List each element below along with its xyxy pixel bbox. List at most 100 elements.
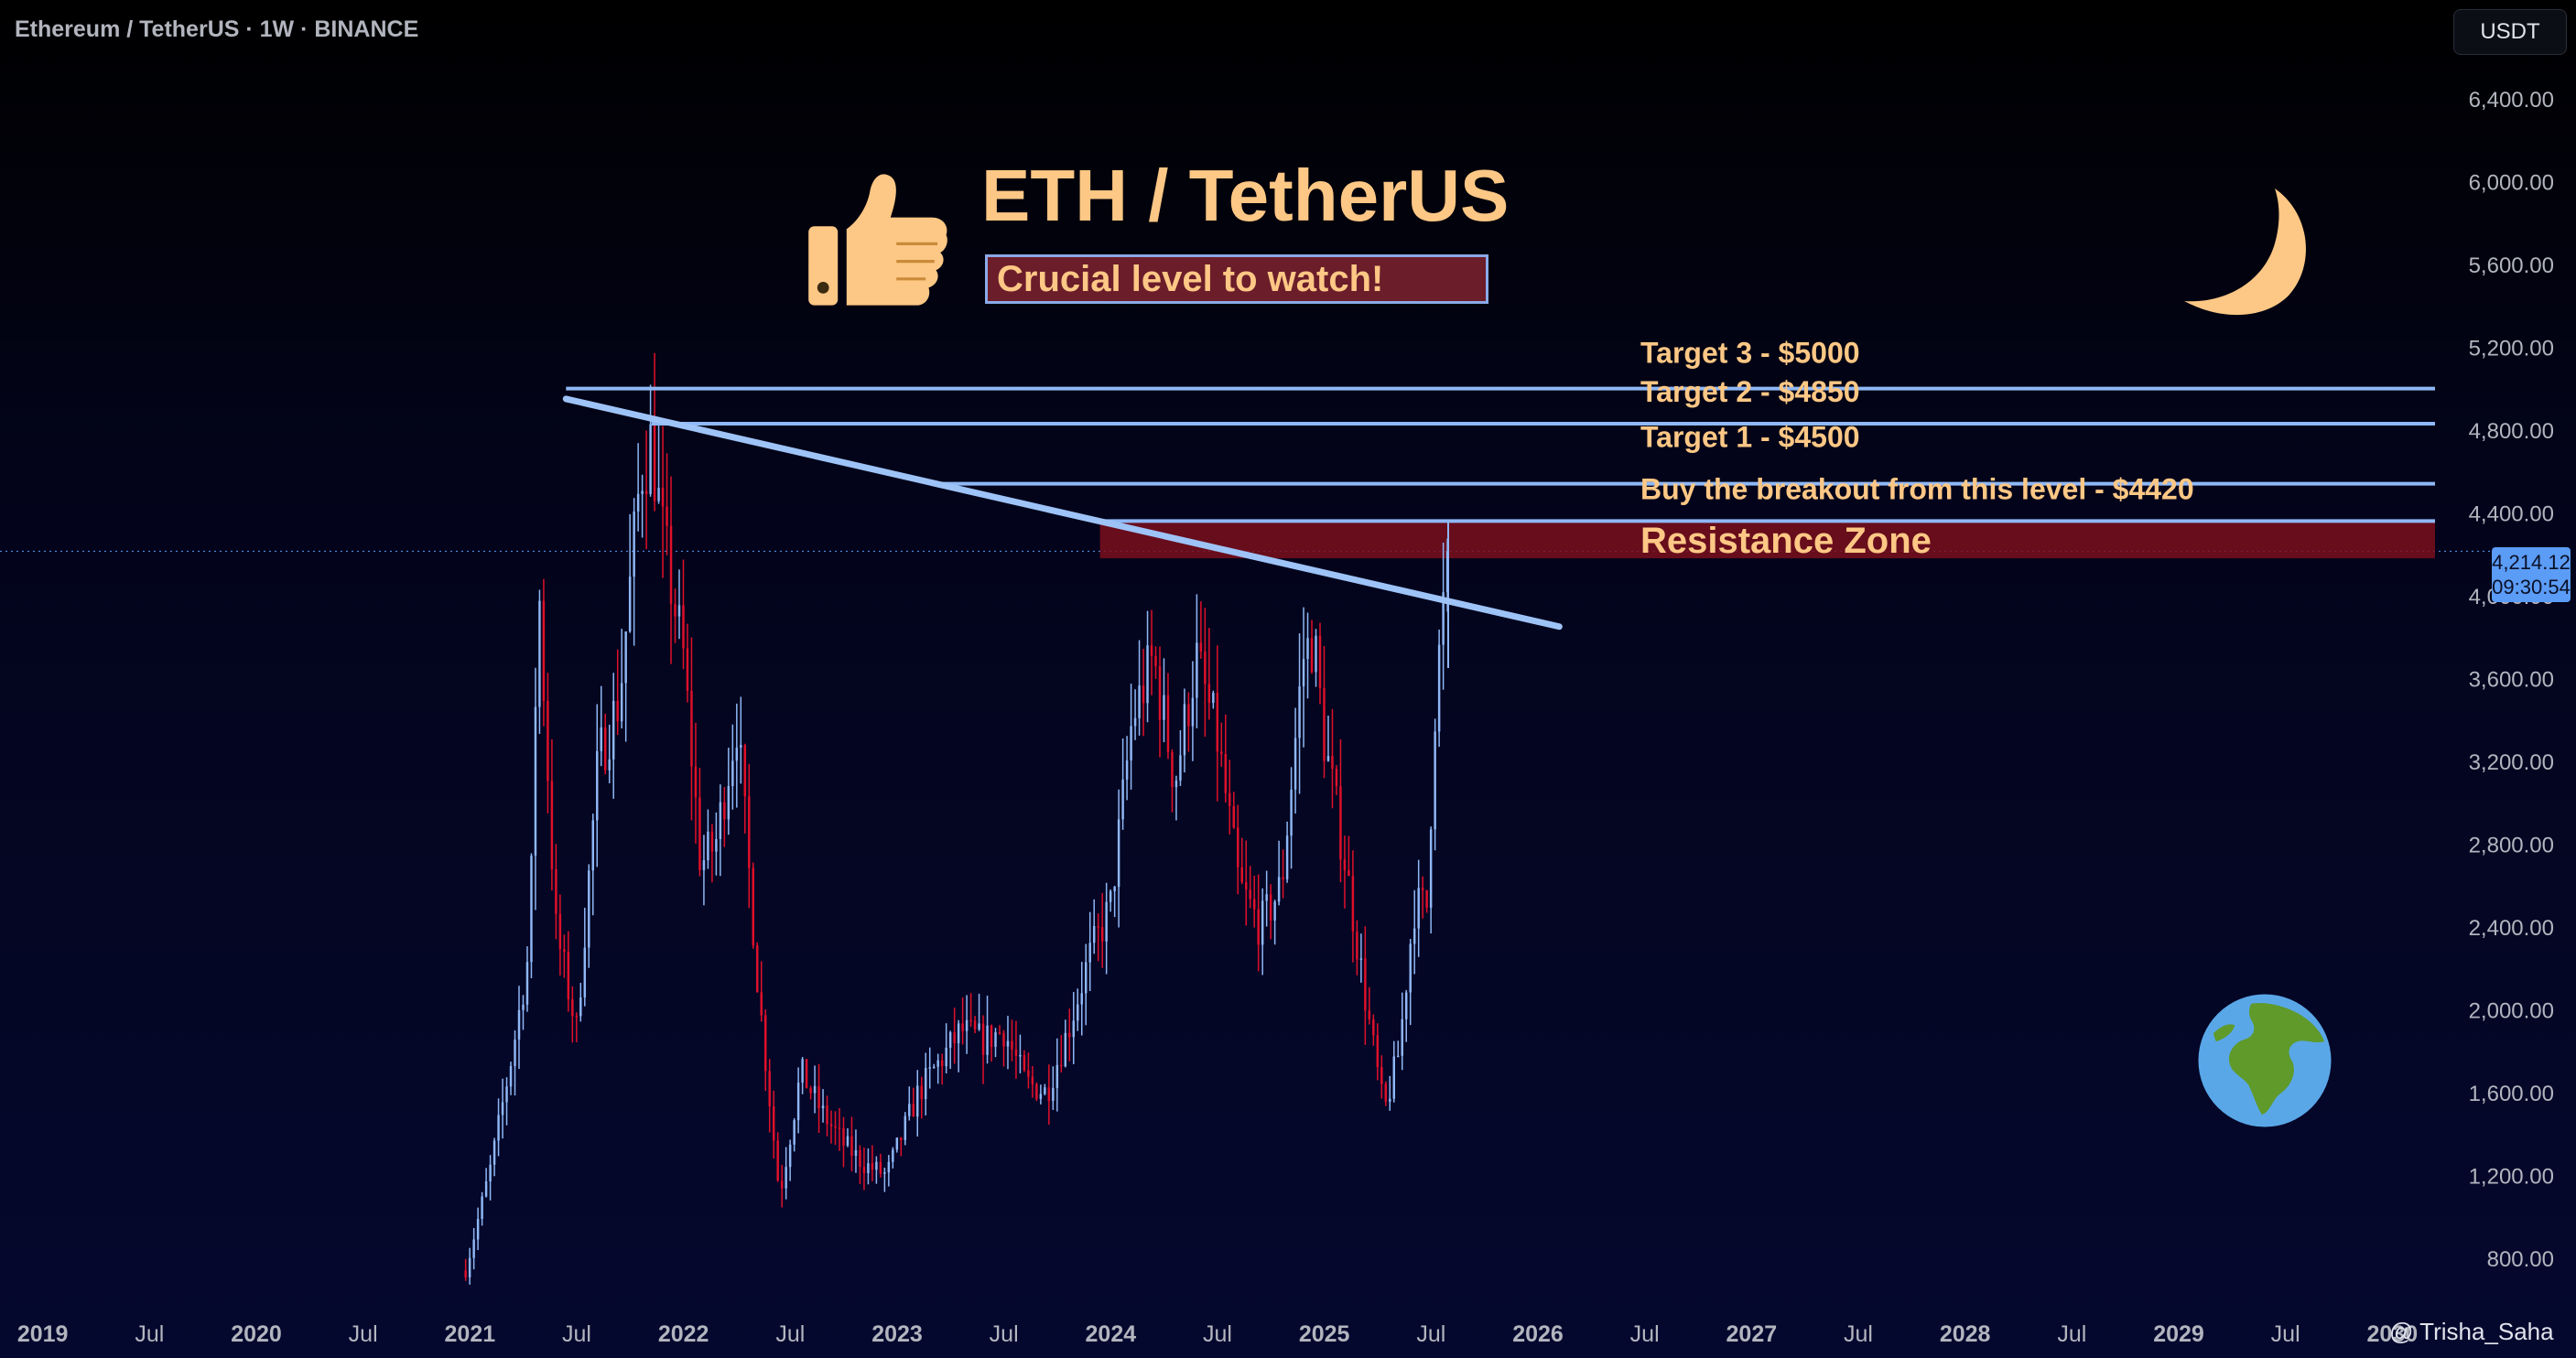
- candle-body: [785, 1167, 787, 1189]
- candle-body: [1397, 1055, 1400, 1058]
- candle-body: [476, 1218, 480, 1240]
- currency-button[interactable]: USDT: [2453, 9, 2567, 55]
- candle-body: [1130, 726, 1132, 761]
- candle-body: [612, 700, 615, 760]
- candle-body: [641, 490, 644, 494]
- candle-body: [1220, 751, 1223, 754]
- candle-body: [740, 745, 742, 748]
- x-tick-label: 2026: [1512, 1321, 1564, 1347]
- x-tick-label: 2022: [658, 1321, 709, 1347]
- candle-body: [707, 831, 709, 861]
- level-label: Target 2 - $4850: [1640, 375, 1860, 408]
- candle-body: [501, 1102, 504, 1116]
- candle-body: [821, 1105, 825, 1109]
- candle-body: [1109, 890, 1112, 902]
- x-tick-label: Jul: [562, 1321, 591, 1347]
- candle-body: [1023, 1054, 1026, 1071]
- candle-body: [1191, 697, 1195, 727]
- y-tick-label: 3,600.00: [2469, 667, 2554, 692]
- candle-body: [892, 1149, 894, 1162]
- candle-body: [591, 820, 595, 871]
- candle-body: [694, 766, 698, 798]
- candle-body: [525, 962, 529, 1005]
- candle-body: [1133, 717, 1137, 727]
- candle-body: [1121, 779, 1124, 820]
- candle-body: [600, 727, 602, 751]
- candle-body: [472, 1239, 475, 1258]
- y-tick-label: 2,000.00: [2469, 998, 2554, 1023]
- candle-body: [916, 1085, 919, 1117]
- candle-body: [1150, 645, 1153, 656]
- candle-body: [763, 1015, 767, 1072]
- time-axis[interactable]: 2019 Jul 2020 Jul 2021 Jul 2022 Jul 2023 Jul 2024 J…: [17, 1321, 2418, 1347]
- candle-body: [575, 1016, 579, 1018]
- descending-trendline[interactable]: [562, 395, 1563, 630]
- candle-body: [912, 1104, 915, 1117]
- y-tick-label: 2,400.00: [2469, 916, 2554, 941]
- candle-body: [1199, 642, 1203, 652]
- candle-body: [875, 1161, 878, 1170]
- level-labels: Target 3 - $5000 Target 2 - $4850 Target 1…: [1640, 337, 2194, 562]
- x-tick-label: 2021: [445, 1321, 496, 1347]
- price-axis[interactable]: 6,400.00 6,000.00 5,600.00 5,200.00 4,800.00…: [2469, 88, 2554, 1272]
- candle-body: [636, 493, 640, 512]
- candle-body: [690, 690, 693, 767]
- target-levels: [566, 386, 2435, 523]
- candle-body: [698, 797, 701, 870]
- candle-body: [1138, 685, 1141, 718]
- candle-body: [1187, 704, 1190, 727]
- candle-body: [1212, 693, 1215, 704]
- candle-body: [509, 1066, 513, 1087]
- candle-body: [1163, 695, 1165, 720]
- candle-body: [735, 747, 739, 761]
- candle-body: [649, 424, 652, 494]
- candle-body: [1244, 882, 1248, 890]
- candle-body: [793, 1120, 796, 1145]
- candle-body: [1359, 958, 1363, 960]
- candle-body: [686, 648, 689, 691]
- candle-body: [862, 1167, 866, 1174]
- symbol-title[interactable]: Ethereum / TetherUS · 1W · BINANCE: [15, 16, 419, 42]
- candle-body: [756, 945, 759, 993]
- candle-body: [517, 1009, 521, 1040]
- candle-body: [723, 802, 726, 820]
- candle-body: [936, 1060, 939, 1067]
- level-label: Target 3 - $5000: [1640, 337, 1860, 370]
- candle-body: [1384, 1083, 1388, 1102]
- candle-body: [558, 913, 562, 950]
- candle-body: [748, 796, 751, 868]
- x-tick-label: Jul: [135, 1321, 164, 1347]
- candle-body: [834, 1126, 837, 1128]
- candle-body: [895, 1137, 899, 1150]
- candle-body: [1216, 693, 1219, 752]
- candle-body: [1179, 755, 1182, 781]
- candle-body: [973, 1020, 977, 1029]
- candle-body: [1158, 666, 1162, 720]
- candle-body: [1047, 1087, 1051, 1102]
- candle-body: [887, 1161, 891, 1173]
- y-tick-label: 4,800.00: [2469, 419, 2554, 444]
- y-tick-label: 6,000.00: [2469, 170, 2554, 195]
- candle-body: [1273, 901, 1276, 921]
- x-tick-label: Jul: [1630, 1321, 1660, 1347]
- candle-body: [957, 1023, 960, 1044]
- candle-body: [1171, 751, 1174, 788]
- candle-body: [1249, 889, 1251, 900]
- candle-body: [1404, 992, 1408, 1019]
- candle-body: [986, 1025, 989, 1055]
- x-tick-label: Jul: [1844, 1321, 1873, 1347]
- candle-body: [1348, 870, 1350, 877]
- candle-body: [932, 1066, 936, 1069]
- candle-body: [669, 525, 673, 605]
- candle-body: [628, 577, 632, 632]
- candle-body: [492, 1140, 496, 1165]
- candle-body: [1285, 835, 1289, 879]
- candle-body: [879, 1161, 882, 1174]
- candle-body: [776, 1140, 779, 1181]
- x-tick-label: 2023: [871, 1321, 923, 1347]
- y-tick-label: 4,400.00: [2469, 501, 2554, 526]
- y-tick-label: 800.00: [2487, 1247, 2554, 1272]
- candle-body: [1031, 1076, 1034, 1084]
- candle-body: [644, 490, 648, 494]
